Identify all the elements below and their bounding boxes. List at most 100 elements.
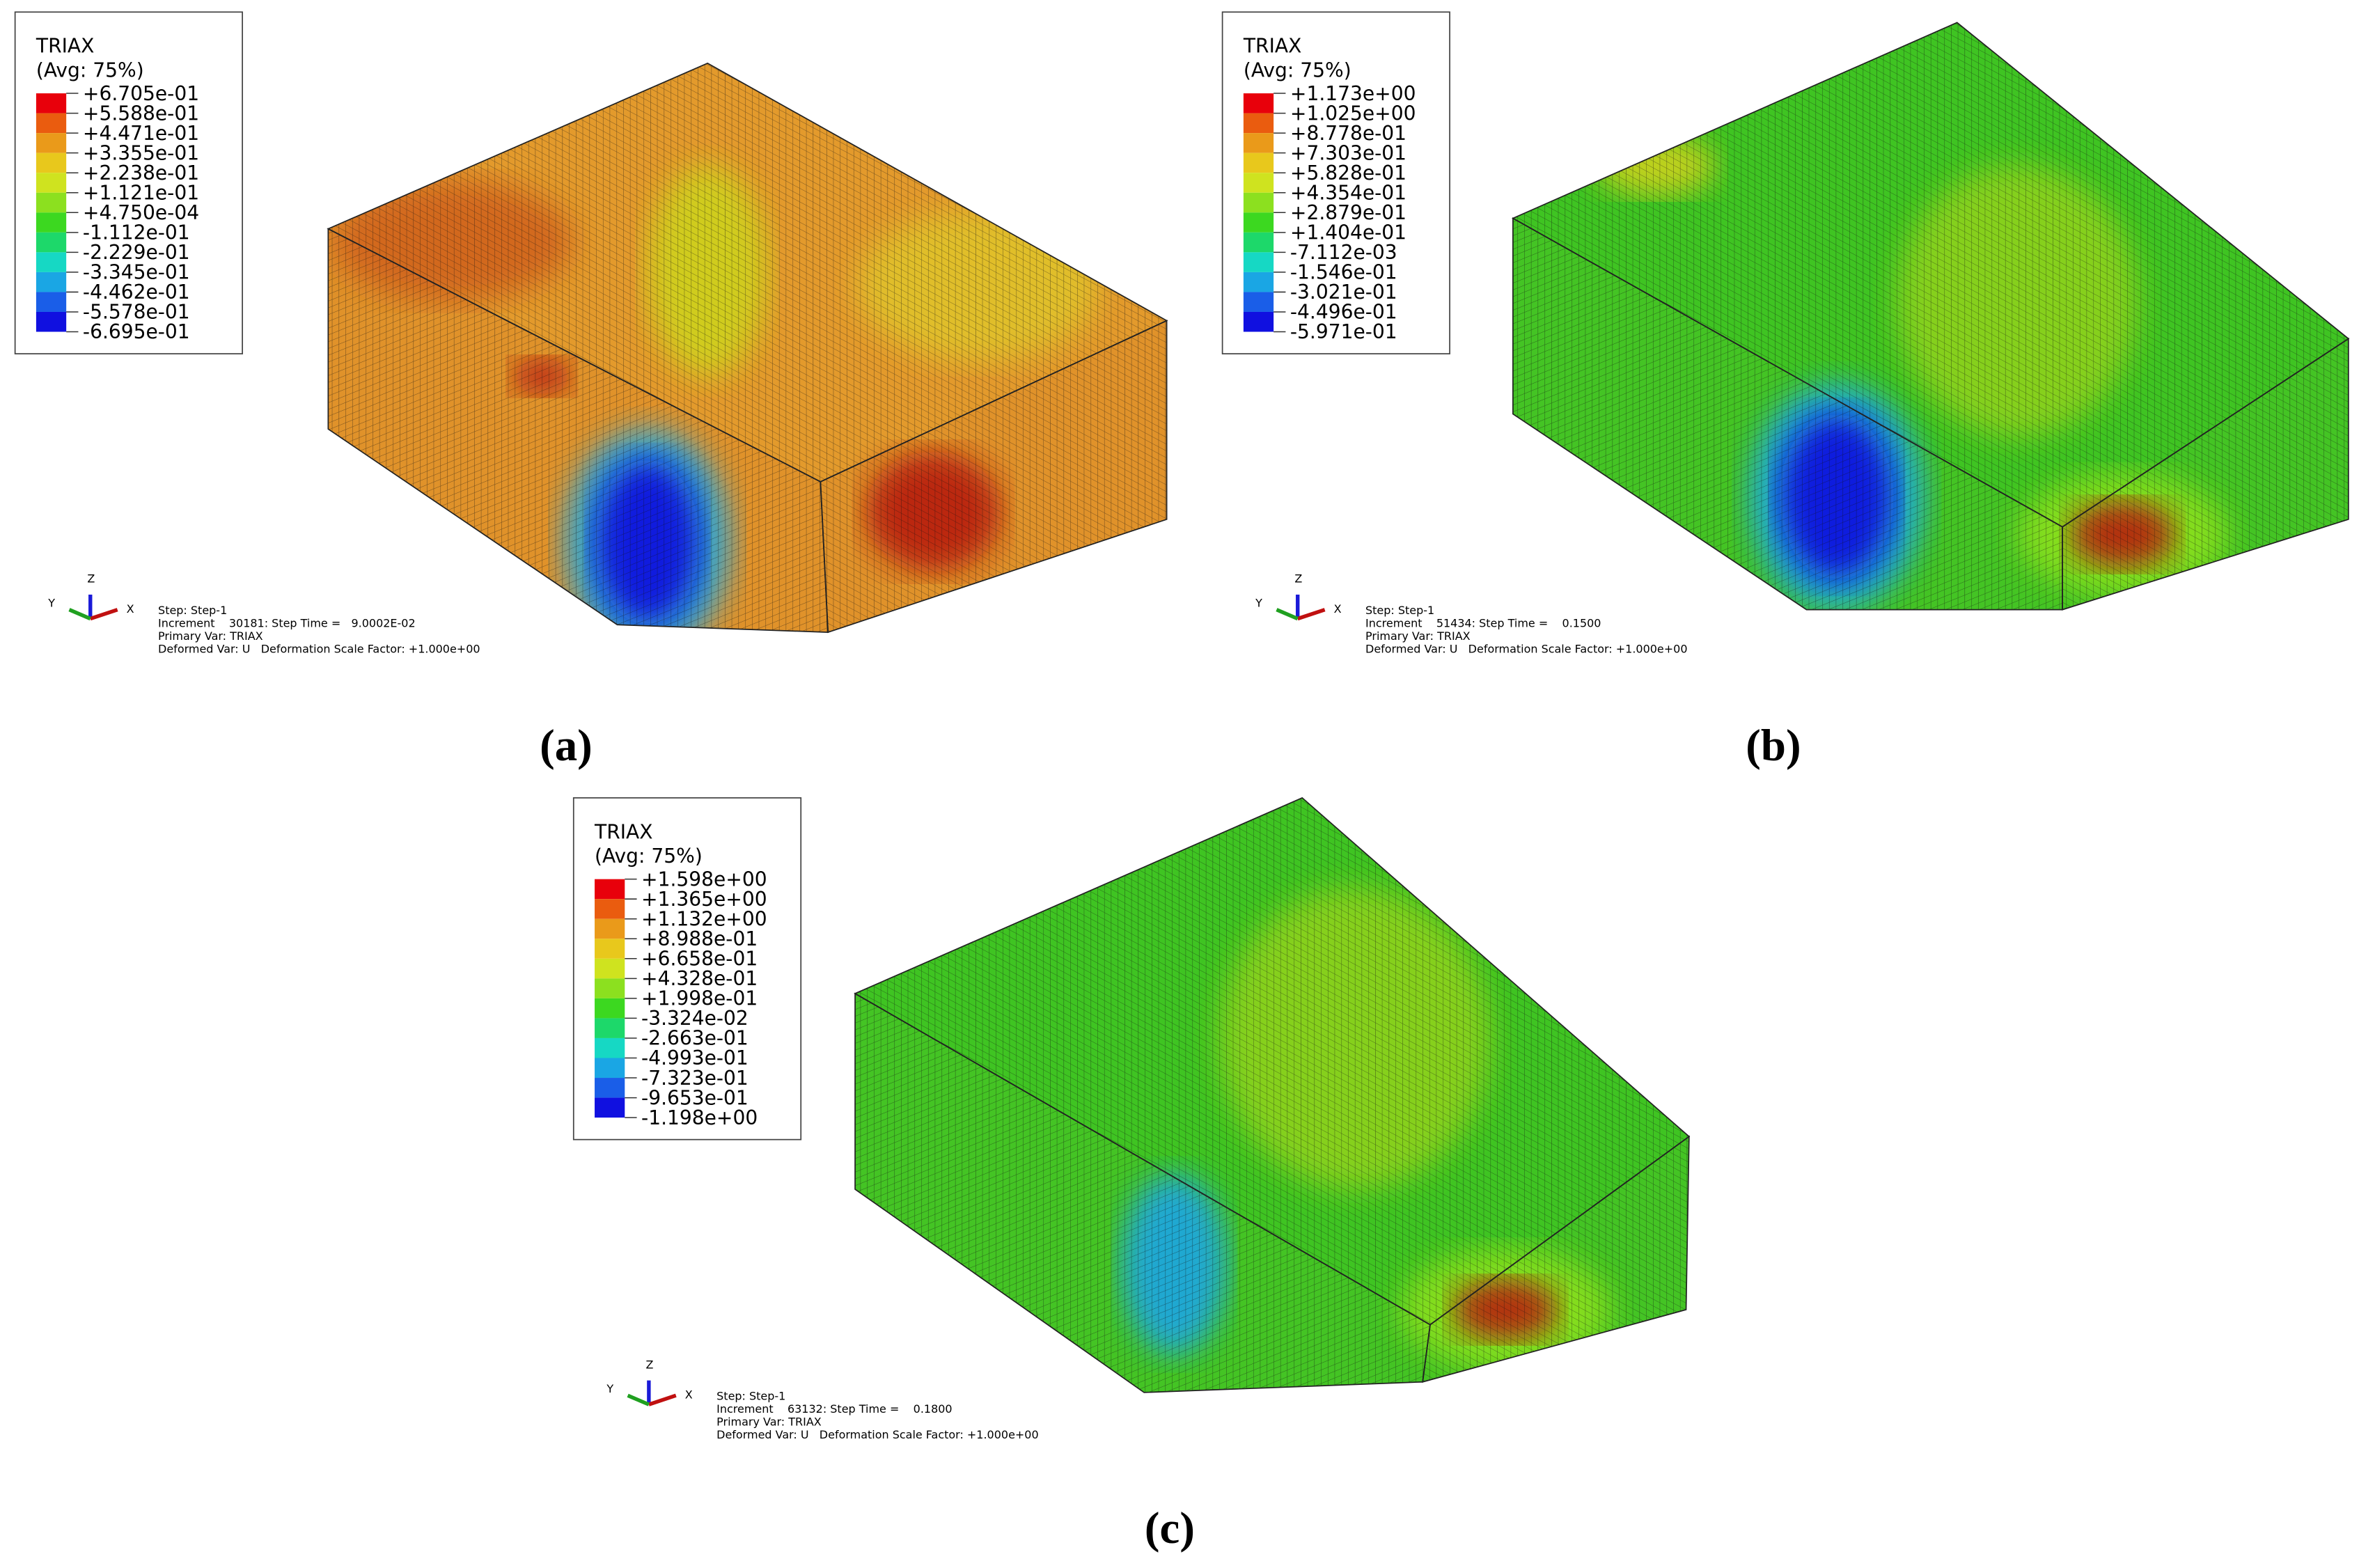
legend-label: +2.238e-01 [83,162,199,185]
mesh-lines [328,228,829,633]
mesh-lines [1423,1136,1689,1382]
legend-label: -3.021e-01 [1290,281,1397,304]
triad-x: X [127,602,134,616]
legend-label: +4.750e-04 [83,201,199,224]
legend-swatch [36,311,67,332]
legend-label: -9.653e-01 [641,1086,749,1109]
legend-title: TRIAX [1243,35,1301,58]
triad-z: Z [1294,572,1302,586]
axis-x [648,1393,677,1406]
step-info: Step: Step-1 [158,604,227,617]
legend-swatch [36,93,67,113]
legend-swatch [1243,292,1274,312]
mesh-body [327,62,1168,634]
step-info: Increment 63132: Step Time = 0.1800 [716,1402,952,1416]
step-info: Step: Step-1 [716,1390,785,1403]
legend-swatch [595,1078,625,1098]
step-info: Deformed Var: U Deformation Scale Factor… [158,642,480,655]
legend-swatch [1243,232,1274,253]
legend-label: +4.471e-01 [83,122,199,145]
legend-label: -3.345e-01 [83,261,190,284]
axis-y [1276,608,1299,621]
legend-label: +5.588e-01 [83,102,199,125]
legend-label: +1.173e+00 [1290,82,1416,105]
legend-swatch [1243,133,1274,153]
legend-label: -2.663e-01 [641,1027,749,1050]
triad: Z X Y [1255,572,1342,621]
legend-swatch [595,879,625,900]
legend-label: -4.993e-01 [641,1046,749,1069]
legend-swatch [36,292,67,312]
triad-y: Y [1255,596,1262,609]
axis-y [627,1393,650,1406]
triad-y: Y [47,596,55,609]
mesh-body [1511,22,2350,611]
legend-swatch [36,252,67,272]
legend-label: +8.988e-01 [641,927,758,950]
mesh-lines [855,797,1689,1325]
step-info: Increment 51434: Step Time = 0.1500 [1365,616,1601,629]
caption: (c) [1145,1503,1195,1553]
caption: (b) [1746,721,1801,771]
legend-swatch [36,133,67,153]
legend-label: +1.121e-01 [83,181,199,204]
legend-swatch [1243,252,1274,272]
edge [854,992,1431,1393]
legend-swatch [1243,113,1274,134]
step-info: Deformed Var: U Deformation Scale Factor… [1365,642,1687,655]
legend-swatch [595,998,625,1019]
legend-label: -2.229e-01 [83,241,190,264]
legend-label: +3.355e-01 [83,141,199,164]
legend-swatch [36,212,67,233]
legend-swatch [1243,152,1274,173]
edge [327,228,829,633]
legend-subtitle: (Avg: 75%) [1244,58,1351,81]
triad-z: Z [87,572,95,586]
mesh-lines [855,993,1430,1393]
legend-label: +1.598e+00 [641,868,767,891]
triad-x: X [685,1388,693,1402]
caption: (a) [540,721,593,771]
legend-label: -5.578e-01 [83,301,190,324]
legend-swatch [595,958,625,979]
legend-swatch [595,1097,625,1118]
legend-swatch [595,1037,625,1058]
legend-label: +8.778e-01 [1290,122,1406,145]
legend-swatch [595,1058,625,1079]
legend-subtitle: (Avg: 75%) [595,845,703,868]
legend-label: -1.112e-01 [83,221,190,244]
legend-label: +1.998e-01 [641,987,758,1010]
legend-label: -6.695e-01 [83,320,190,343]
legend-swatch [36,173,67,193]
mesh-lines [1512,218,2063,610]
legend-label: -4.496e-01 [1290,301,1397,324]
axis-y [68,608,91,621]
triad-y: Y [606,1382,613,1395]
triad: Z X Y [47,572,134,621]
legend-label: +2.879e-01 [1290,201,1406,224]
axis-x [89,608,118,621]
legend-swatch [1243,93,1274,113]
legend-swatch [1243,272,1274,292]
legend-swatch [595,1018,625,1038]
edge [820,320,1168,634]
legend-label: +7.303e-01 [1290,141,1406,164]
mesh-body [854,797,1691,1393]
step-info: Primary Var: TRIAX [158,629,263,643]
legend-label: +1.404e-01 [1290,221,1406,244]
legend-label: +5.828e-01 [1290,162,1406,185]
legend-swatch [36,192,67,213]
legend-label: +1.365e+00 [641,888,767,911]
legend-swatch [36,232,67,253]
legend-swatch [595,978,625,998]
step-info: Increment 30181: Step Time = 9.0002E-02 [158,616,416,629]
legend-swatch [1243,311,1274,332]
axis-x [1296,608,1326,621]
legend-swatch [595,899,625,919]
legend-label: +4.328e-01 [641,967,758,990]
legend-label: -5.971e-01 [1290,320,1397,343]
triad-x: X [1334,602,1342,616]
legend-swatch [595,939,625,959]
legend-label: -3.324e-02 [641,1007,749,1030]
step-info: Deformed Var: U Deformation Scale Factor… [716,1428,1038,1441]
